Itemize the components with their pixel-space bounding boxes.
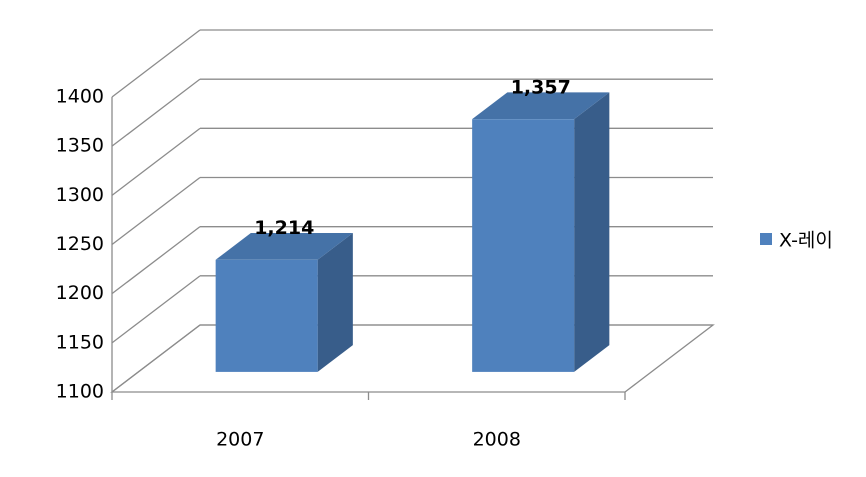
grid-line — [111, 176, 201, 246]
bar-side — [574, 92, 610, 372]
y-tick-label: 1100 — [56, 381, 104, 403]
y-tick-label: 1150 — [56, 331, 104, 353]
grid-line — [111, 226, 201, 295]
grid-line — [111, 275, 201, 344]
y-tick-label: 1350 — [56, 135, 104, 157]
grid-line — [111, 78, 201, 147]
legend-label: X-레이 — [779, 230, 833, 252]
y-tick-label: 1400 — [56, 86, 104, 108]
bar — [472, 119, 575, 372]
y-tick-label: 1250 — [56, 233, 104, 255]
grid-line — [111, 127, 201, 196]
y-tick-label: 1200 — [56, 282, 104, 304]
x-tick-label: 2008 — [473, 429, 521, 451]
legend-swatch — [760, 233, 772, 245]
floor — [110, 324, 715, 393]
bar-top — [472, 92, 610, 120]
bar-top — [215, 233, 353, 260]
value-label: 1,214 — [254, 217, 314, 239]
bar-side — [317, 233, 353, 372]
value-label: 1,357 — [511, 76, 571, 98]
bar — [215, 259, 318, 372]
x-tick-label: 2007 — [216, 429, 264, 451]
grid-line — [111, 29, 201, 98]
y-tick-label: 1300 — [56, 184, 104, 206]
grid-line — [111, 324, 201, 393]
